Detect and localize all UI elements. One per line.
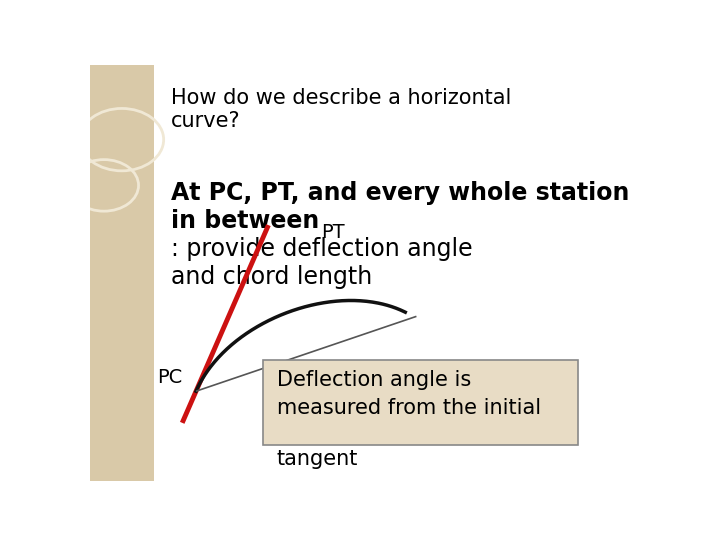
- Text: How do we describe a horizontal
curve?: How do we describe a horizontal curve?: [171, 87, 511, 131]
- Text: : provide deflection angle
and chord length: : provide deflection angle and chord len…: [171, 181, 472, 288]
- Text: Deflection angle is
measured from the initial: Deflection angle is measured from the in…: [277, 370, 541, 419]
- Text: PT: PT: [322, 222, 345, 241]
- FancyBboxPatch shape: [263, 360, 578, 445]
- Text: At PC, PT, and every whole station
in between: At PC, PT, and every whole station in be…: [171, 181, 629, 233]
- Bar: [90, 65, 154, 481]
- Text: PC: PC: [157, 368, 182, 387]
- Text: tangent: tangent: [277, 449, 359, 469]
